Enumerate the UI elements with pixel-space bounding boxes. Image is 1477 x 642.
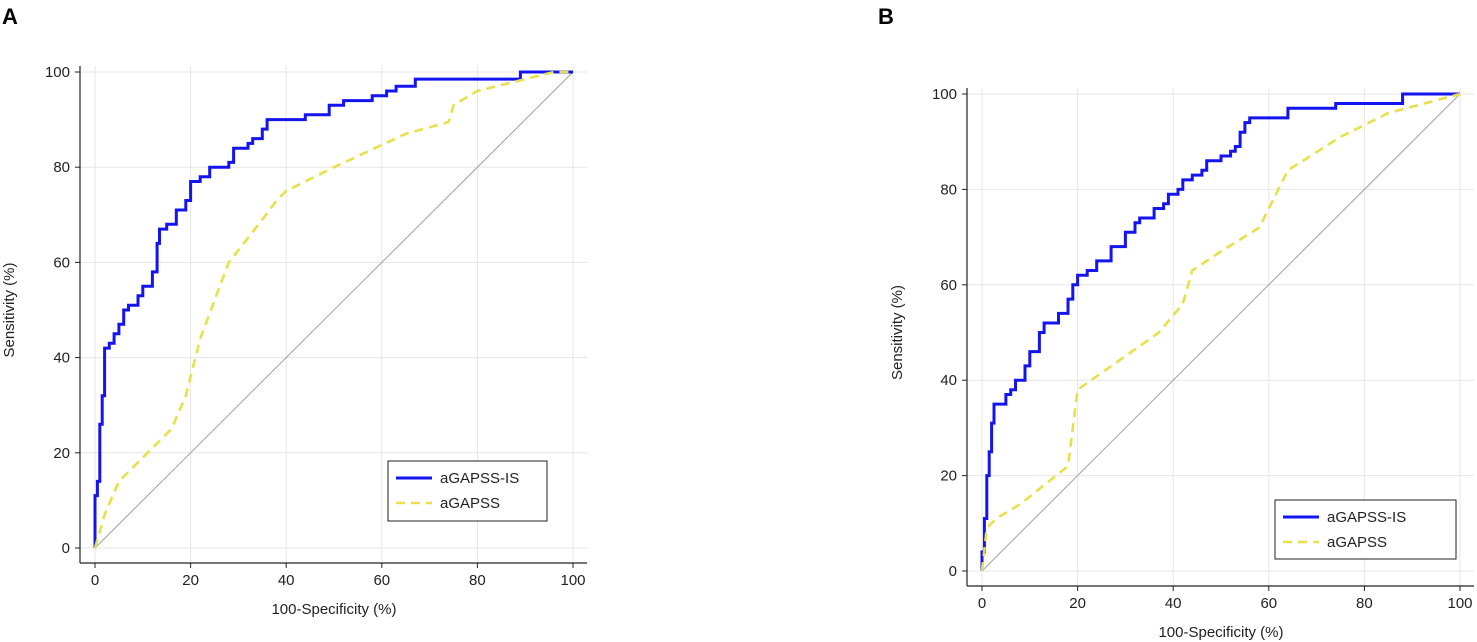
x-tick-label-20: 20 [182, 572, 199, 589]
y-tick-label-80: 80 [53, 159, 70, 176]
y-tick-label-100: 100 [45, 64, 70, 81]
panel-b-reference-diagonal [981, 93, 1461, 572]
y-tick-label-20: 20 [940, 468, 957, 485]
panel-a-x-axis-label: 100-Specificity (%) [271, 601, 396, 618]
panel-a-series [93, 70, 573, 549]
y-tick-label-0: 0 [62, 540, 70, 557]
x-tick-label-40: 40 [278, 572, 295, 589]
y-tick-label-20: 20 [53, 445, 70, 462]
panel-a-axes: 0 20 40 60 80 100 0 20 40 60 80 100 [45, 64, 587, 589]
x-tick-label-80: 80 [1356, 595, 1373, 612]
panel-a-y-axis-label: Sensitivity (%) [1, 262, 18, 357]
series-line-agapss [980, 92, 1461, 572]
x-tick-label-60: 60 [373, 572, 390, 589]
panel-b-legend: aGAPSS-IS aGAPSS [1274, 499, 1457, 560]
panel-b-legend-label-ags: aGAPSS [1327, 534, 1387, 551]
y-tick-label-40: 40 [53, 350, 70, 367]
panel-a-legend-box [387, 460, 548, 522]
x-tick-label-80: 80 [469, 572, 486, 589]
y-tick-label-60: 60 [940, 277, 957, 294]
panel-a-legend-label-ags: aGAPSS [440, 495, 500, 512]
y-tick-label-80: 80 [940, 181, 957, 198]
panel-b-y-axis-label: Sensitivity (%) [889, 285, 906, 380]
panel-a-legend-label-ags-is: aGAPSS-IS [440, 470, 519, 487]
panel-b-axes: 0 20 40 60 80 100 0 20 40 60 80 100 [932, 86, 1474, 612]
panel-a-letter: A [2, 4, 18, 29]
x-tick-label-100: 100 [560, 572, 585, 589]
x-tick-label-40: 40 [1165, 595, 1182, 612]
panel-a-reference-diagonal [94, 71, 574, 549]
y-tick-label-60: 60 [53, 254, 70, 271]
panel-b-legend-box [1274, 499, 1457, 560]
panel-a-legend: aGAPSS-IS aGAPSS [387, 460, 548, 522]
x-tick-label-0: 0 [978, 595, 986, 612]
y-tick-label-100: 100 [932, 86, 957, 103]
y-tick-label-40: 40 [940, 372, 957, 389]
series-line-agapss-is [93, 70, 573, 548]
panel-a: A 0 20 40 60 80 100 0 20 40 60 80 100 100-Specifici… [1, 4, 587, 618]
panel-b-legend-label-ags-is: aGAPSS-IS [1327, 509, 1406, 526]
y-tick-label-0: 0 [949, 563, 957, 580]
panel-a-grid [80, 66, 587, 563]
x-tick-label-20: 20 [1069, 595, 1086, 612]
x-tick-label-60: 60 [1260, 595, 1277, 612]
panel-b-x-axis-label: 100-Specificity (%) [1158, 624, 1283, 641]
series-line-agapss-is [980, 92, 1460, 571]
panel-b-grid [967, 88, 1474, 586]
x-tick-label-0: 0 [91, 572, 99, 589]
panel-b-series [980, 92, 1461, 572]
panel-b-letter: B [878, 4, 894, 29]
panel-b: B 0 20 40 60 80 100 0 20 40 60 80 100 100-Specifici… [878, 4, 1474, 641]
x-tick-label-100: 100 [1447, 595, 1472, 612]
